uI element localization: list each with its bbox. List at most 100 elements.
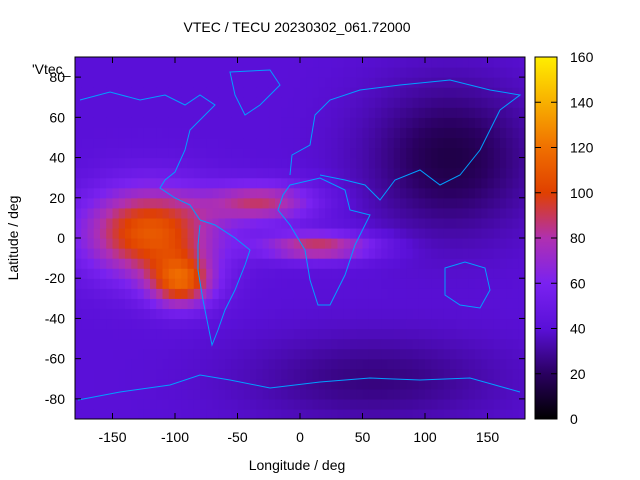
heatmap-cell bbox=[156, 227, 164, 239]
heatmap-cell bbox=[300, 107, 307, 118]
heatmap-cell bbox=[400, 117, 407, 128]
heatmap-cell bbox=[300, 137, 307, 149]
heatmap-cell bbox=[493, 318, 501, 330]
heatmap-cell bbox=[143, 298, 151, 309]
heatmap-cell bbox=[506, 268, 514, 279]
heatmap-cell bbox=[87, 77, 95, 88]
heatmap-cell bbox=[225, 408, 232, 419]
heatmap-cell bbox=[431, 187, 439, 199]
heatmap-cell bbox=[400, 87, 407, 98]
heatmap-cell bbox=[81, 328, 89, 340]
heatmap-cell bbox=[393, 298, 401, 309]
heatmap-cell bbox=[368, 217, 376, 229]
heatmap-cell bbox=[381, 318, 389, 330]
heatmap-cell bbox=[412, 77, 420, 88]
heatmap-cell bbox=[518, 167, 525, 179]
heatmap-cell bbox=[206, 147, 214, 159]
heatmap-cell bbox=[125, 368, 132, 380]
heatmap-cell bbox=[362, 127, 370, 139]
heatmap-cell bbox=[168, 137, 176, 149]
heatmap-cell bbox=[93, 408, 101, 419]
heatmap-cell bbox=[100, 318, 107, 330]
heatmap-cell bbox=[175, 157, 182, 169]
heatmap-cell bbox=[500, 217, 507, 229]
heatmap-cell bbox=[518, 328, 525, 340]
heatmap-cell bbox=[193, 368, 201, 380]
heatmap-cell bbox=[193, 318, 201, 330]
heatmap-cell bbox=[350, 147, 357, 159]
heatmap-cell bbox=[356, 258, 364, 269]
heatmap-cell bbox=[306, 187, 314, 199]
heatmap-cell bbox=[387, 77, 395, 88]
heatmap-cell bbox=[387, 248, 395, 259]
heatmap-cell bbox=[343, 227, 351, 239]
heatmap-cell bbox=[281, 177, 289, 189]
heatmap-cell bbox=[493, 117, 501, 128]
heatmap-cell bbox=[362, 157, 370, 169]
heatmap-cell bbox=[375, 248, 382, 259]
heatmap-cell bbox=[256, 177, 264, 189]
heatmap-cell bbox=[393, 378, 401, 390]
heatmap-cell bbox=[281, 197, 289, 209]
heatmap-cell bbox=[175, 308, 182, 320]
heatmap-cell bbox=[150, 348, 157, 360]
heatmap-cell bbox=[443, 298, 451, 309]
heatmap-cell bbox=[318, 127, 326, 139]
heatmap-cell bbox=[162, 97, 170, 108]
heatmap-cell bbox=[312, 217, 320, 229]
heatmap-cell bbox=[512, 147, 520, 159]
heatmap-cell bbox=[193, 238, 201, 249]
heatmap-cell bbox=[168, 187, 176, 199]
heatmap-cell bbox=[462, 57, 470, 68]
heatmap-cell bbox=[500, 67, 507, 78]
heatmap-cell bbox=[331, 197, 339, 209]
heatmap-cell bbox=[475, 57, 482, 68]
heatmap-cell bbox=[100, 167, 107, 179]
heatmap-cell bbox=[450, 67, 457, 78]
heatmap-cell bbox=[462, 187, 470, 199]
heatmap-cell bbox=[443, 217, 451, 229]
heatmap-cell bbox=[75, 57, 82, 68]
heatmap-cell bbox=[100, 227, 107, 239]
heatmap-cell bbox=[393, 97, 401, 108]
heatmap-cell bbox=[93, 77, 101, 88]
heatmap-cell bbox=[475, 338, 482, 350]
heatmap-cell bbox=[125, 258, 132, 269]
heatmap-cell bbox=[418, 97, 426, 108]
heatmap-cell bbox=[387, 197, 395, 209]
heatmap-cell bbox=[187, 177, 195, 189]
heatmap-cell bbox=[300, 227, 307, 239]
heatmap-cell bbox=[375, 167, 382, 179]
heatmap-cell bbox=[493, 227, 501, 239]
heatmap-cell bbox=[225, 57, 232, 68]
heatmap-cell bbox=[175, 328, 182, 340]
heatmap-cell bbox=[75, 308, 82, 320]
heatmap-cell bbox=[281, 87, 289, 98]
heatmap-cell bbox=[262, 197, 270, 209]
heatmap-cell bbox=[306, 57, 314, 68]
heatmap-cell bbox=[181, 217, 189, 229]
heatmap-cell bbox=[425, 388, 432, 400]
heatmap-cell bbox=[156, 348, 164, 360]
heatmap-cell bbox=[75, 258, 82, 269]
heatmap-cell bbox=[231, 278, 239, 289]
heatmap-cell bbox=[312, 207, 320, 219]
heatmap-cell bbox=[275, 328, 282, 340]
heatmap-cell bbox=[150, 147, 157, 159]
heatmap-cell bbox=[87, 87, 95, 98]
heatmap-cell bbox=[262, 147, 270, 159]
heatmap-cell bbox=[325, 268, 332, 279]
heatmap-cell bbox=[106, 217, 114, 229]
heatmap-cell bbox=[468, 408, 476, 419]
heatmap-cell bbox=[200, 77, 207, 88]
heatmap-cell bbox=[456, 398, 464, 410]
heatmap-cell bbox=[518, 117, 525, 128]
heatmap-cell bbox=[368, 408, 376, 419]
heatmap-cell bbox=[206, 388, 214, 400]
heatmap-cell bbox=[393, 358, 401, 370]
heatmap-cell bbox=[431, 328, 439, 340]
heatmap-cell bbox=[237, 117, 245, 128]
heatmap-cell bbox=[418, 328, 426, 340]
heatmap-cell bbox=[100, 368, 107, 380]
heatmap-cell bbox=[250, 338, 257, 350]
